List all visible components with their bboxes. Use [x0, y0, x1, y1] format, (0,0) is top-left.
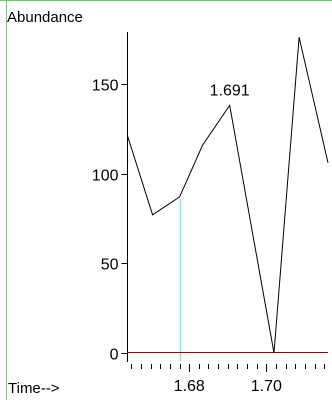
x-axis-ticks: 1.68 1.70 — [131, 364, 325, 395]
y-tick-label: 50 — [101, 257, 119, 274]
peak-label: 1.691 — [210, 82, 250, 99]
series-line — [127, 37, 329, 354]
y-tick-label: 150 — [92, 78, 119, 95]
y-axis-title: Abundance — [7, 9, 83, 26]
x-axis-title: Time--> — [8, 380, 60, 397]
y-axis-ticks: 0 50 100 150 — [92, 78, 128, 364]
y-tick-label: 0 — [110, 347, 119, 364]
x-tick-label: 1.70 — [251, 378, 282, 395]
y-tick-label: 100 — [92, 168, 119, 185]
x-tick-label: 1.68 — [174, 378, 205, 395]
